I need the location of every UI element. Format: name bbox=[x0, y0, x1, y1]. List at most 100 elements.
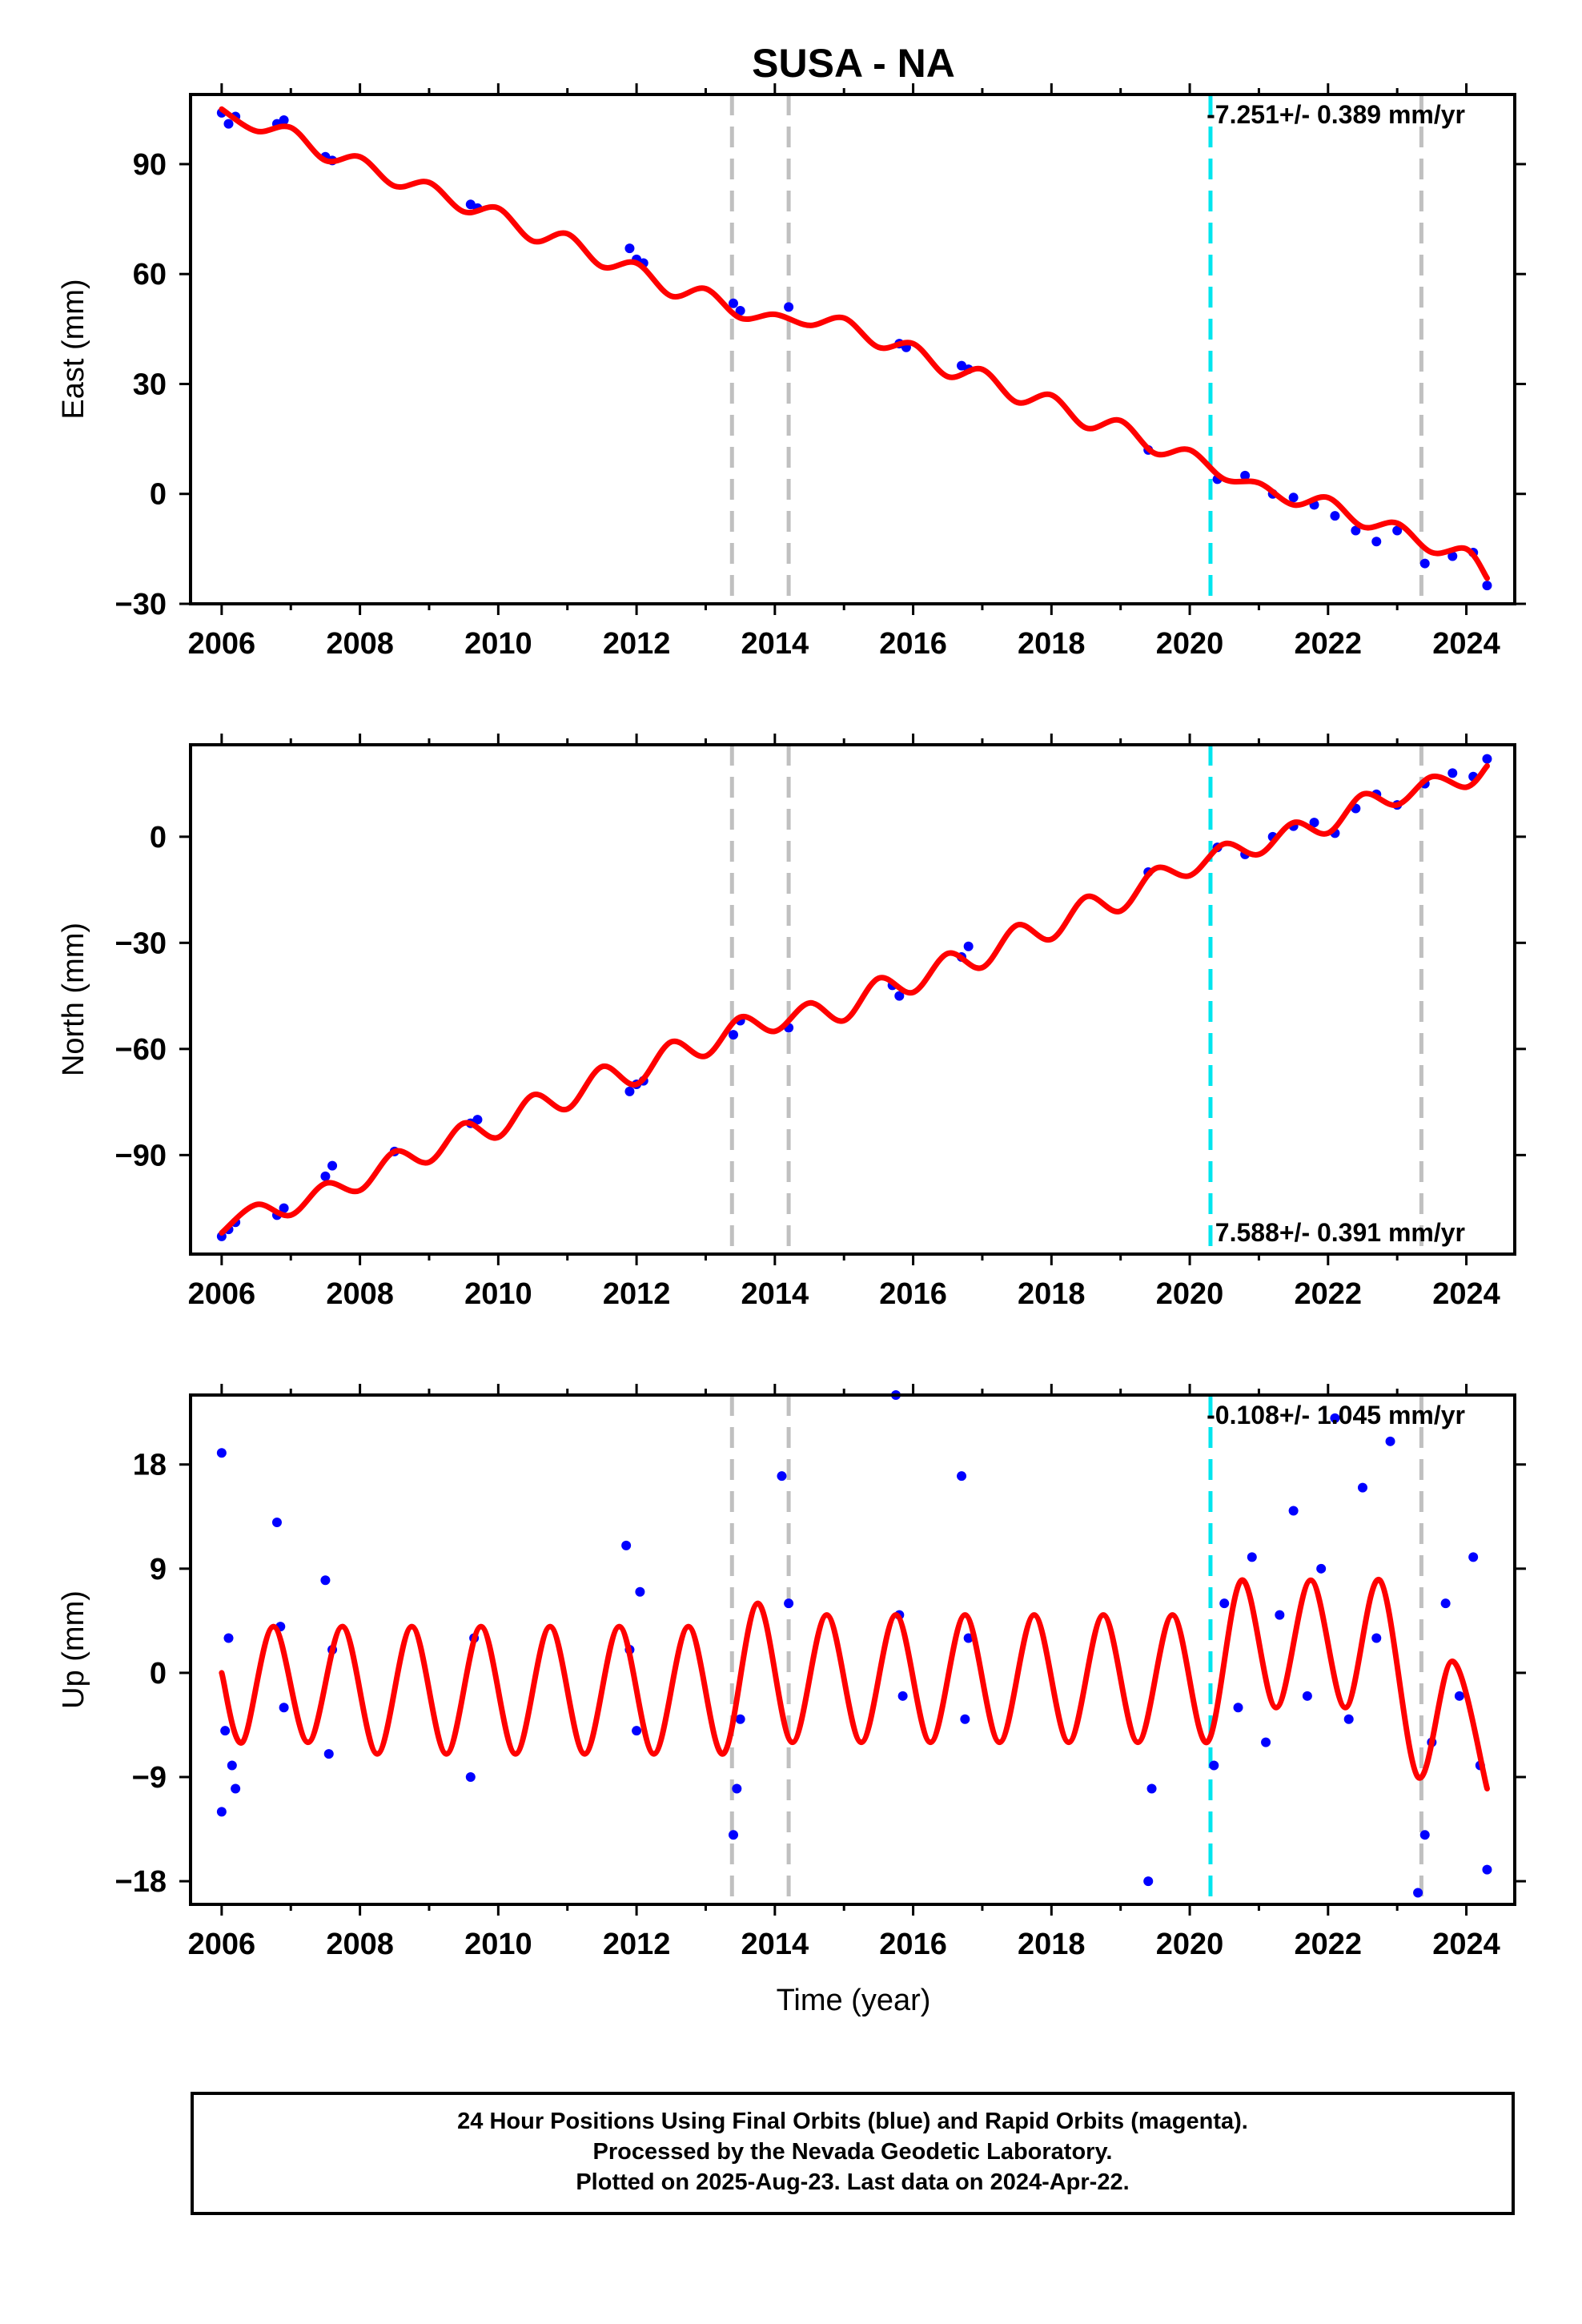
data-point bbox=[621, 1540, 632, 1550]
data-point bbox=[1419, 558, 1430, 569]
data-point bbox=[735, 1714, 745, 1724]
x-tick-label: 2014 bbox=[741, 627, 809, 661]
plot-frame bbox=[189, 93, 1516, 605]
data-point bbox=[279, 1703, 289, 1713]
rate-label: 7.588+/- 0.391 mm/yr bbox=[1215, 1218, 1465, 1247]
data-point bbox=[784, 302, 794, 312]
x-tick-label: 2014 bbox=[741, 1928, 809, 1961]
data-point bbox=[1371, 537, 1382, 547]
data-point bbox=[465, 1772, 476, 1782]
data-point bbox=[327, 1160, 338, 1171]
data-point bbox=[227, 1760, 237, 1771]
data-point bbox=[1330, 1413, 1340, 1423]
data-point bbox=[1247, 1552, 1257, 1562]
figure-title: SUSA - NA bbox=[752, 41, 955, 86]
data-point bbox=[1482, 1864, 1492, 1875]
data-point bbox=[729, 1830, 739, 1840]
data-point bbox=[1357, 1482, 1367, 1493]
panel-north: 2006 2008 2010 2012 2014 2016 2018 2020 2022 2024… bbox=[57, 734, 1526, 1311]
x-tick-label: 2016 bbox=[879, 1928, 947, 1961]
x-tick-label: 2008 bbox=[326, 627, 394, 661]
x-tick-label: 2018 bbox=[1018, 627, 1086, 661]
data-point bbox=[279, 1203, 289, 1213]
data-point bbox=[323, 1749, 334, 1759]
y-tick-label: −60 bbox=[115, 1033, 167, 1067]
y-tick-label: −30 bbox=[115, 588, 167, 621]
data-point bbox=[320, 1171, 331, 1181]
data-point bbox=[1371, 1633, 1382, 1643]
data-point bbox=[1385, 1436, 1395, 1446]
panel-up: 2006 2008 2010 2012 2014 2016 2018 2020 2022 2024… bbox=[57, 1384, 1526, 1961]
data-point bbox=[1275, 1610, 1285, 1620]
footer-line-3: Plotted on 2025-Aug-23. Last data on 202… bbox=[576, 2169, 1130, 2195]
data-point bbox=[1330, 511, 1340, 521]
data-point bbox=[1233, 1703, 1243, 1713]
data-point bbox=[1482, 754, 1492, 764]
data-point bbox=[271, 1518, 282, 1527]
model-curve bbox=[219, 1577, 1490, 1791]
x-tick-label: 2016 bbox=[879, 627, 947, 661]
data-point bbox=[963, 1633, 974, 1643]
data-point bbox=[223, 119, 234, 129]
x-tick-label: 2012 bbox=[603, 1277, 671, 1311]
x-tick-label: 2006 bbox=[188, 1928, 256, 1961]
data-point bbox=[216, 1807, 227, 1817]
data-point bbox=[472, 1115, 483, 1125]
y-tick-label: −9 bbox=[132, 1761, 167, 1795]
x-tick-label: 2022 bbox=[1295, 1277, 1363, 1311]
data-point bbox=[1413, 1888, 1423, 1898]
data-point bbox=[1261, 1737, 1271, 1747]
data-point bbox=[1209, 1760, 1219, 1771]
plot-frame bbox=[189, 743, 1516, 1256]
y-tick-label: −18 bbox=[115, 1865, 167, 1899]
panel-east: 2006 2008 2010 2012 2014 2016 2018 2020 2022 2024… bbox=[57, 83, 1526, 661]
data-point bbox=[732, 1783, 742, 1794]
data-point bbox=[1316, 1563, 1327, 1574]
data-point bbox=[223, 1633, 234, 1643]
x-tick-label: 2020 bbox=[1156, 1277, 1224, 1311]
y-tick-label: 0 bbox=[150, 478, 167, 512]
data-point bbox=[635, 1586, 645, 1597]
y-tick-label: 18 bbox=[133, 1449, 167, 1482]
data-point bbox=[1351, 525, 1361, 536]
y-axis-label: East (mm) bbox=[57, 279, 90, 419]
data-point bbox=[1288, 1506, 1299, 1516]
data-point bbox=[231, 1783, 241, 1794]
y-axis-label: North (mm) bbox=[57, 923, 90, 1076]
data-point bbox=[1454, 1691, 1464, 1701]
data-point bbox=[1143, 1876, 1154, 1887]
y-tick-label: 0 bbox=[150, 1657, 167, 1691]
data-point bbox=[1392, 525, 1403, 536]
x-tick-label: 2008 bbox=[326, 1928, 394, 1961]
x-tick-label: 2022 bbox=[1295, 627, 1363, 661]
x-tick-label: 2020 bbox=[1156, 627, 1224, 661]
x-tick-label: 2012 bbox=[603, 627, 671, 661]
model-curve bbox=[219, 763, 1490, 1236]
footer-box: 24 Hour Positions Using Final Orbits (bl… bbox=[191, 2092, 1515, 2215]
footer-line-1: 24 Hour Positions Using Final Orbits (bl… bbox=[457, 2109, 1248, 2134]
x-tick-label: 2006 bbox=[188, 1277, 256, 1311]
data-point bbox=[320, 1575, 331, 1586]
x-tick-label: 2018 bbox=[1018, 1928, 1086, 1961]
x-tick-label: 2010 bbox=[464, 1277, 532, 1311]
data-point bbox=[1419, 1830, 1430, 1840]
data-point bbox=[1146, 1783, 1157, 1794]
x-tick-label: 2012 bbox=[603, 1928, 671, 1961]
y-tick-label: −90 bbox=[115, 1139, 167, 1172]
data-point bbox=[1309, 818, 1319, 828]
x-tick-label: 2006 bbox=[188, 627, 256, 661]
rate-label: -0.108+/- 1.045 mm/yr bbox=[1207, 1401, 1465, 1429]
y-tick-label: −30 bbox=[115, 927, 167, 960]
data-point bbox=[279, 115, 289, 126]
data-point bbox=[1440, 1598, 1451, 1609]
x-tick-label: 2010 bbox=[464, 1928, 532, 1961]
data-point bbox=[957, 1471, 967, 1482]
y-tick-label: 9 bbox=[150, 1553, 167, 1586]
data-point bbox=[729, 298, 739, 308]
y-tick-label: 0 bbox=[150, 821, 167, 854]
y-tick-label: 60 bbox=[133, 258, 167, 292]
y-tick-label: 90 bbox=[133, 148, 167, 182]
plot-frame bbox=[189, 1393, 1516, 1906]
data-point bbox=[632, 1726, 642, 1736]
